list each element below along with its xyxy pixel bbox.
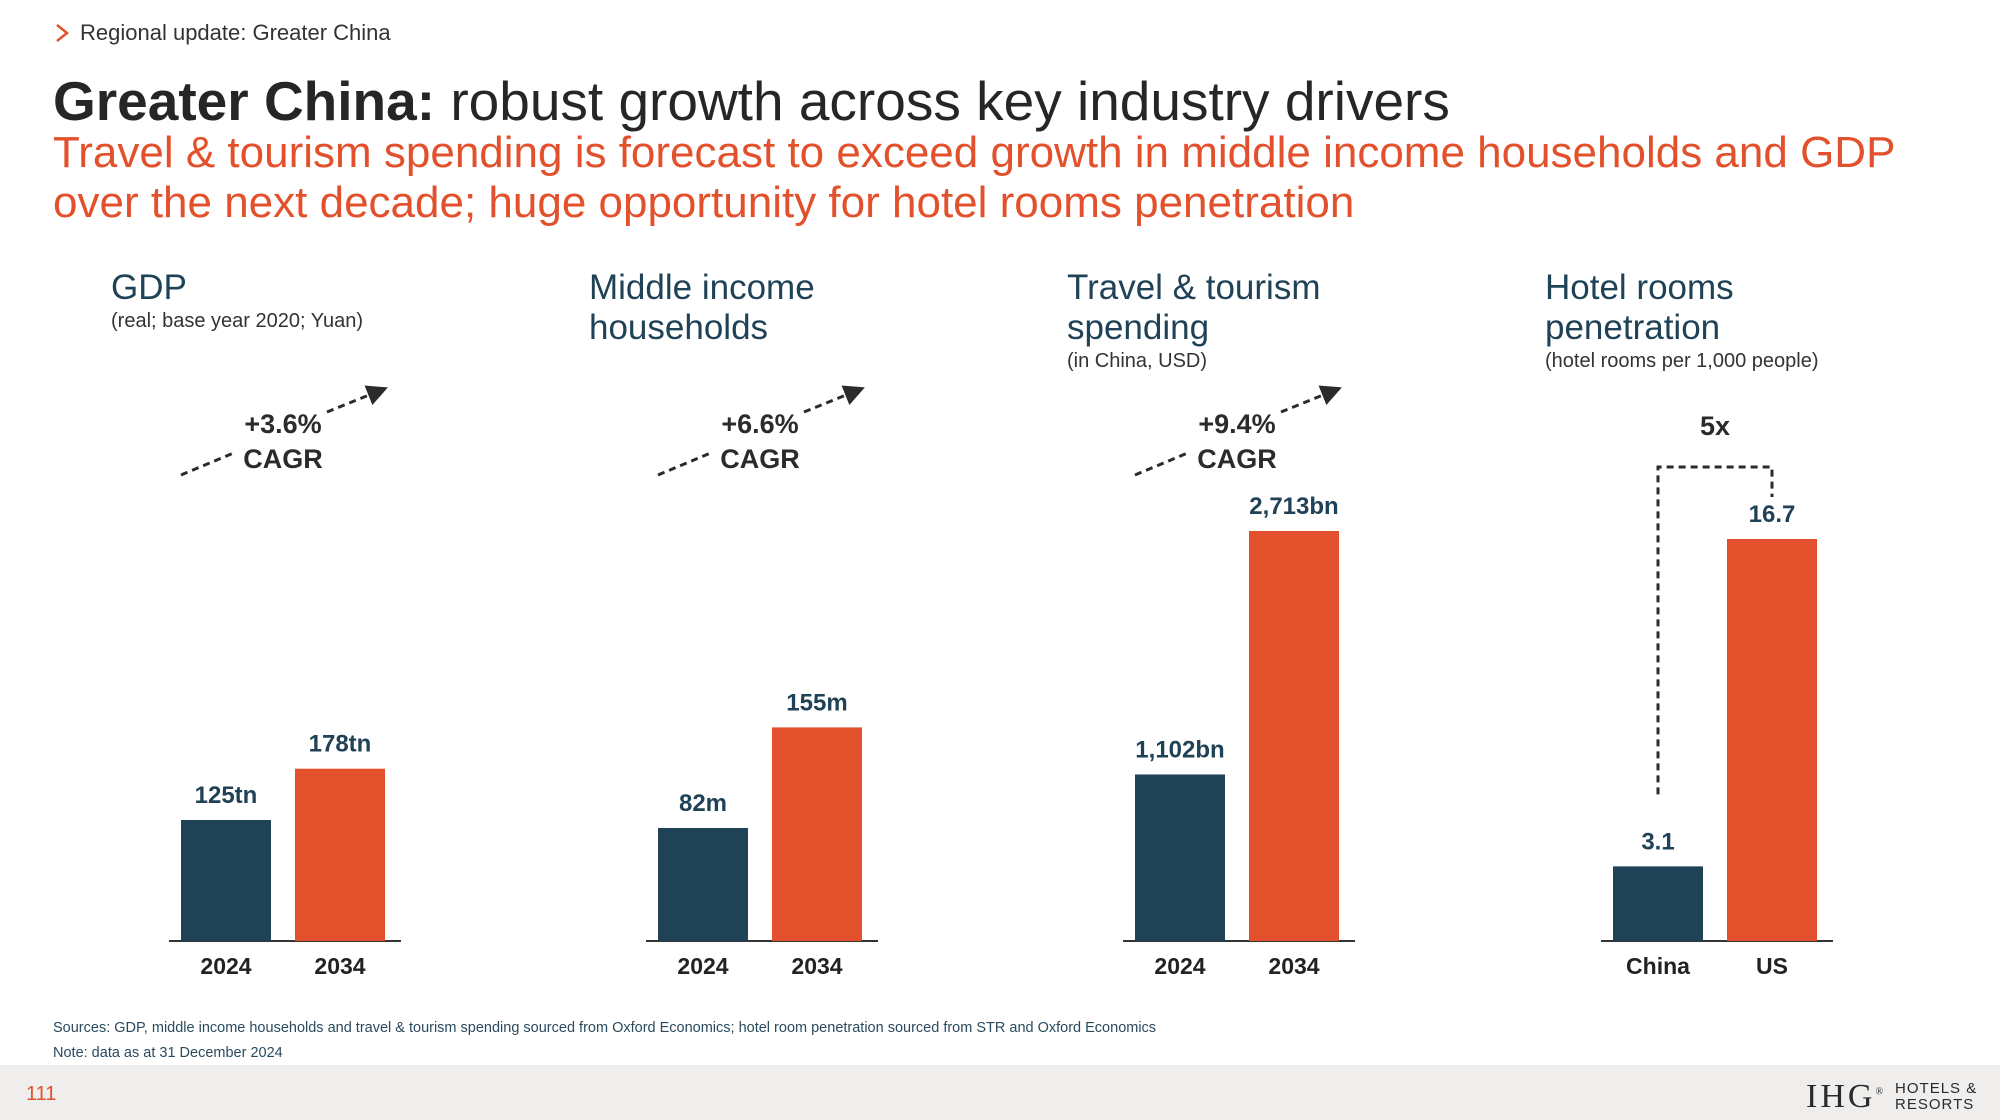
- chart-3-data-label-2: 2,713bn: [1249, 493, 1338, 520]
- chart-4-bar-china: [1613, 866, 1703, 941]
- chart-2-tick-label-2: 2034: [791, 953, 842, 979]
- chart-4-bar-us: [1727, 539, 1817, 941]
- chart-2-bar-2024: [658, 828, 748, 941]
- breadcrumb: Regional update: Greater China: [52, 18, 391, 48]
- sources-note: Sources: GDP, middle income households a…: [53, 1016, 1156, 1066]
- footer-bar: [0, 1065, 2000, 1120]
- chart-2-cagr-value: +6.6%: [721, 409, 798, 439]
- chart-3-cagr-arrow-tail: [1134, 450, 1191, 477]
- chart-2-data-label-1: 82m: [679, 790, 727, 817]
- breadcrumb-label: Regional update: Greater China: [80, 20, 391, 45]
- chart-4-tick-label-2: US: [1756, 953, 1788, 979]
- chart-1-tick-label-1: 2024: [200, 953, 251, 979]
- chart-2-bar-2034: [772, 727, 862, 941]
- panel-subtitle-hotel-rooms: (hotel rooms per 1,000 people): [1545, 350, 1819, 372]
- chart-4-tick-label-1: China: [1626, 953, 1690, 979]
- panel-subtitle-travel-tourism: (in China, USD): [1067, 350, 1208, 372]
- chart-3-bar-2034: [1249, 531, 1339, 941]
- chart-1-bar-2034: [295, 768, 385, 941]
- chart-2-cagr-arrow-head: [803, 385, 865, 414]
- sources-text: Sources: GDP, middle income households a…: [53, 1020, 1157, 1036]
- logo-text-line1: HOTELS &: [1895, 1080, 1978, 1097]
- panel-title-middle-income: Middle income households: [589, 268, 815, 347]
- page-title: Greater China: robust growth across key …: [53, 68, 1450, 134]
- chart-1-data-label-1: 125tn: [195, 782, 258, 809]
- page-subtitle: Travel & tourism spending is forecast to…: [53, 128, 1895, 227]
- panel-title-gdp: GDP: [111, 268, 187, 307]
- note-text: Note: data as at 31 December 2024: [53, 1045, 283, 1061]
- page-title-rest: robust growth across key industry driver…: [435, 70, 1450, 132]
- panel-title-travel-tourism: Travel & tourism spending: [1067, 268, 1321, 347]
- chevron-right-icon: [56, 24, 70, 42]
- chart-3-cagr-label: CAGR: [1197, 444, 1277, 474]
- chart-3-bar-2024: [1135, 774, 1225, 941]
- chart-2-cagr-arrow-tail: [657, 450, 714, 477]
- chart-1-cagr-label: CAGR: [243, 444, 323, 474]
- chart-3-cagr-value: +9.4%: [1198, 409, 1275, 439]
- chart-1-data-label-2: 178tn: [309, 731, 372, 758]
- chart-2-data-label-2: 155m: [786, 689, 847, 716]
- chart-4-data-label-2: 16.7: [1749, 501, 1796, 528]
- chart-4-multiplier-bracket: [1656, 465, 1774, 795]
- chart-1-cagr-value: +3.6%: [244, 409, 321, 439]
- logo-text: HOTELS & RESORTS: [1895, 1081, 1977, 1113]
- chart-4-data-label-1: 3.1: [1641, 828, 1674, 855]
- page-number: 111: [26, 1083, 57, 1105]
- panel-title-hotel-rooms: Hotel rooms penetration: [1545, 268, 1734, 347]
- page-title-bold: Greater China:: [53, 70, 436, 132]
- chart-2-tick-label-1: 2024: [677, 953, 728, 979]
- logo-mark-text: IHG: [1806, 1078, 1876, 1115]
- chart-1-tick-label-2: 2034: [314, 953, 365, 979]
- ihg-logo: IHG® HOTELS & RESORTS: [1806, 1078, 1977, 1116]
- chart-2-cagr-label: CAGR: [720, 444, 800, 474]
- chart-3-tick-label-2: 2034: [1268, 953, 1319, 979]
- chart-3-cagr-arrow-head: [1280, 385, 1342, 414]
- chart-1-cagr-arrow-head: [326, 385, 388, 414]
- chart-1-cagr-arrow-tail: [180, 450, 237, 477]
- logo-registered: ®: [1875, 1086, 1884, 1098]
- panel-subtitle-gdp: (real; base year 2020; Yuan): [111, 310, 364, 332]
- logo-text-line2: RESORTS: [1895, 1096, 1975, 1113]
- logo-mark: IHG®: [1806, 1078, 1883, 1116]
- chart-3-tick-label-1: 2024: [1154, 953, 1205, 979]
- chart-4-multiplier-label: 5x: [1700, 411, 1730, 441]
- chart-1-bar-2024: [181, 820, 271, 941]
- chart-3-data-label-1: 1,102bn: [1135, 736, 1224, 763]
